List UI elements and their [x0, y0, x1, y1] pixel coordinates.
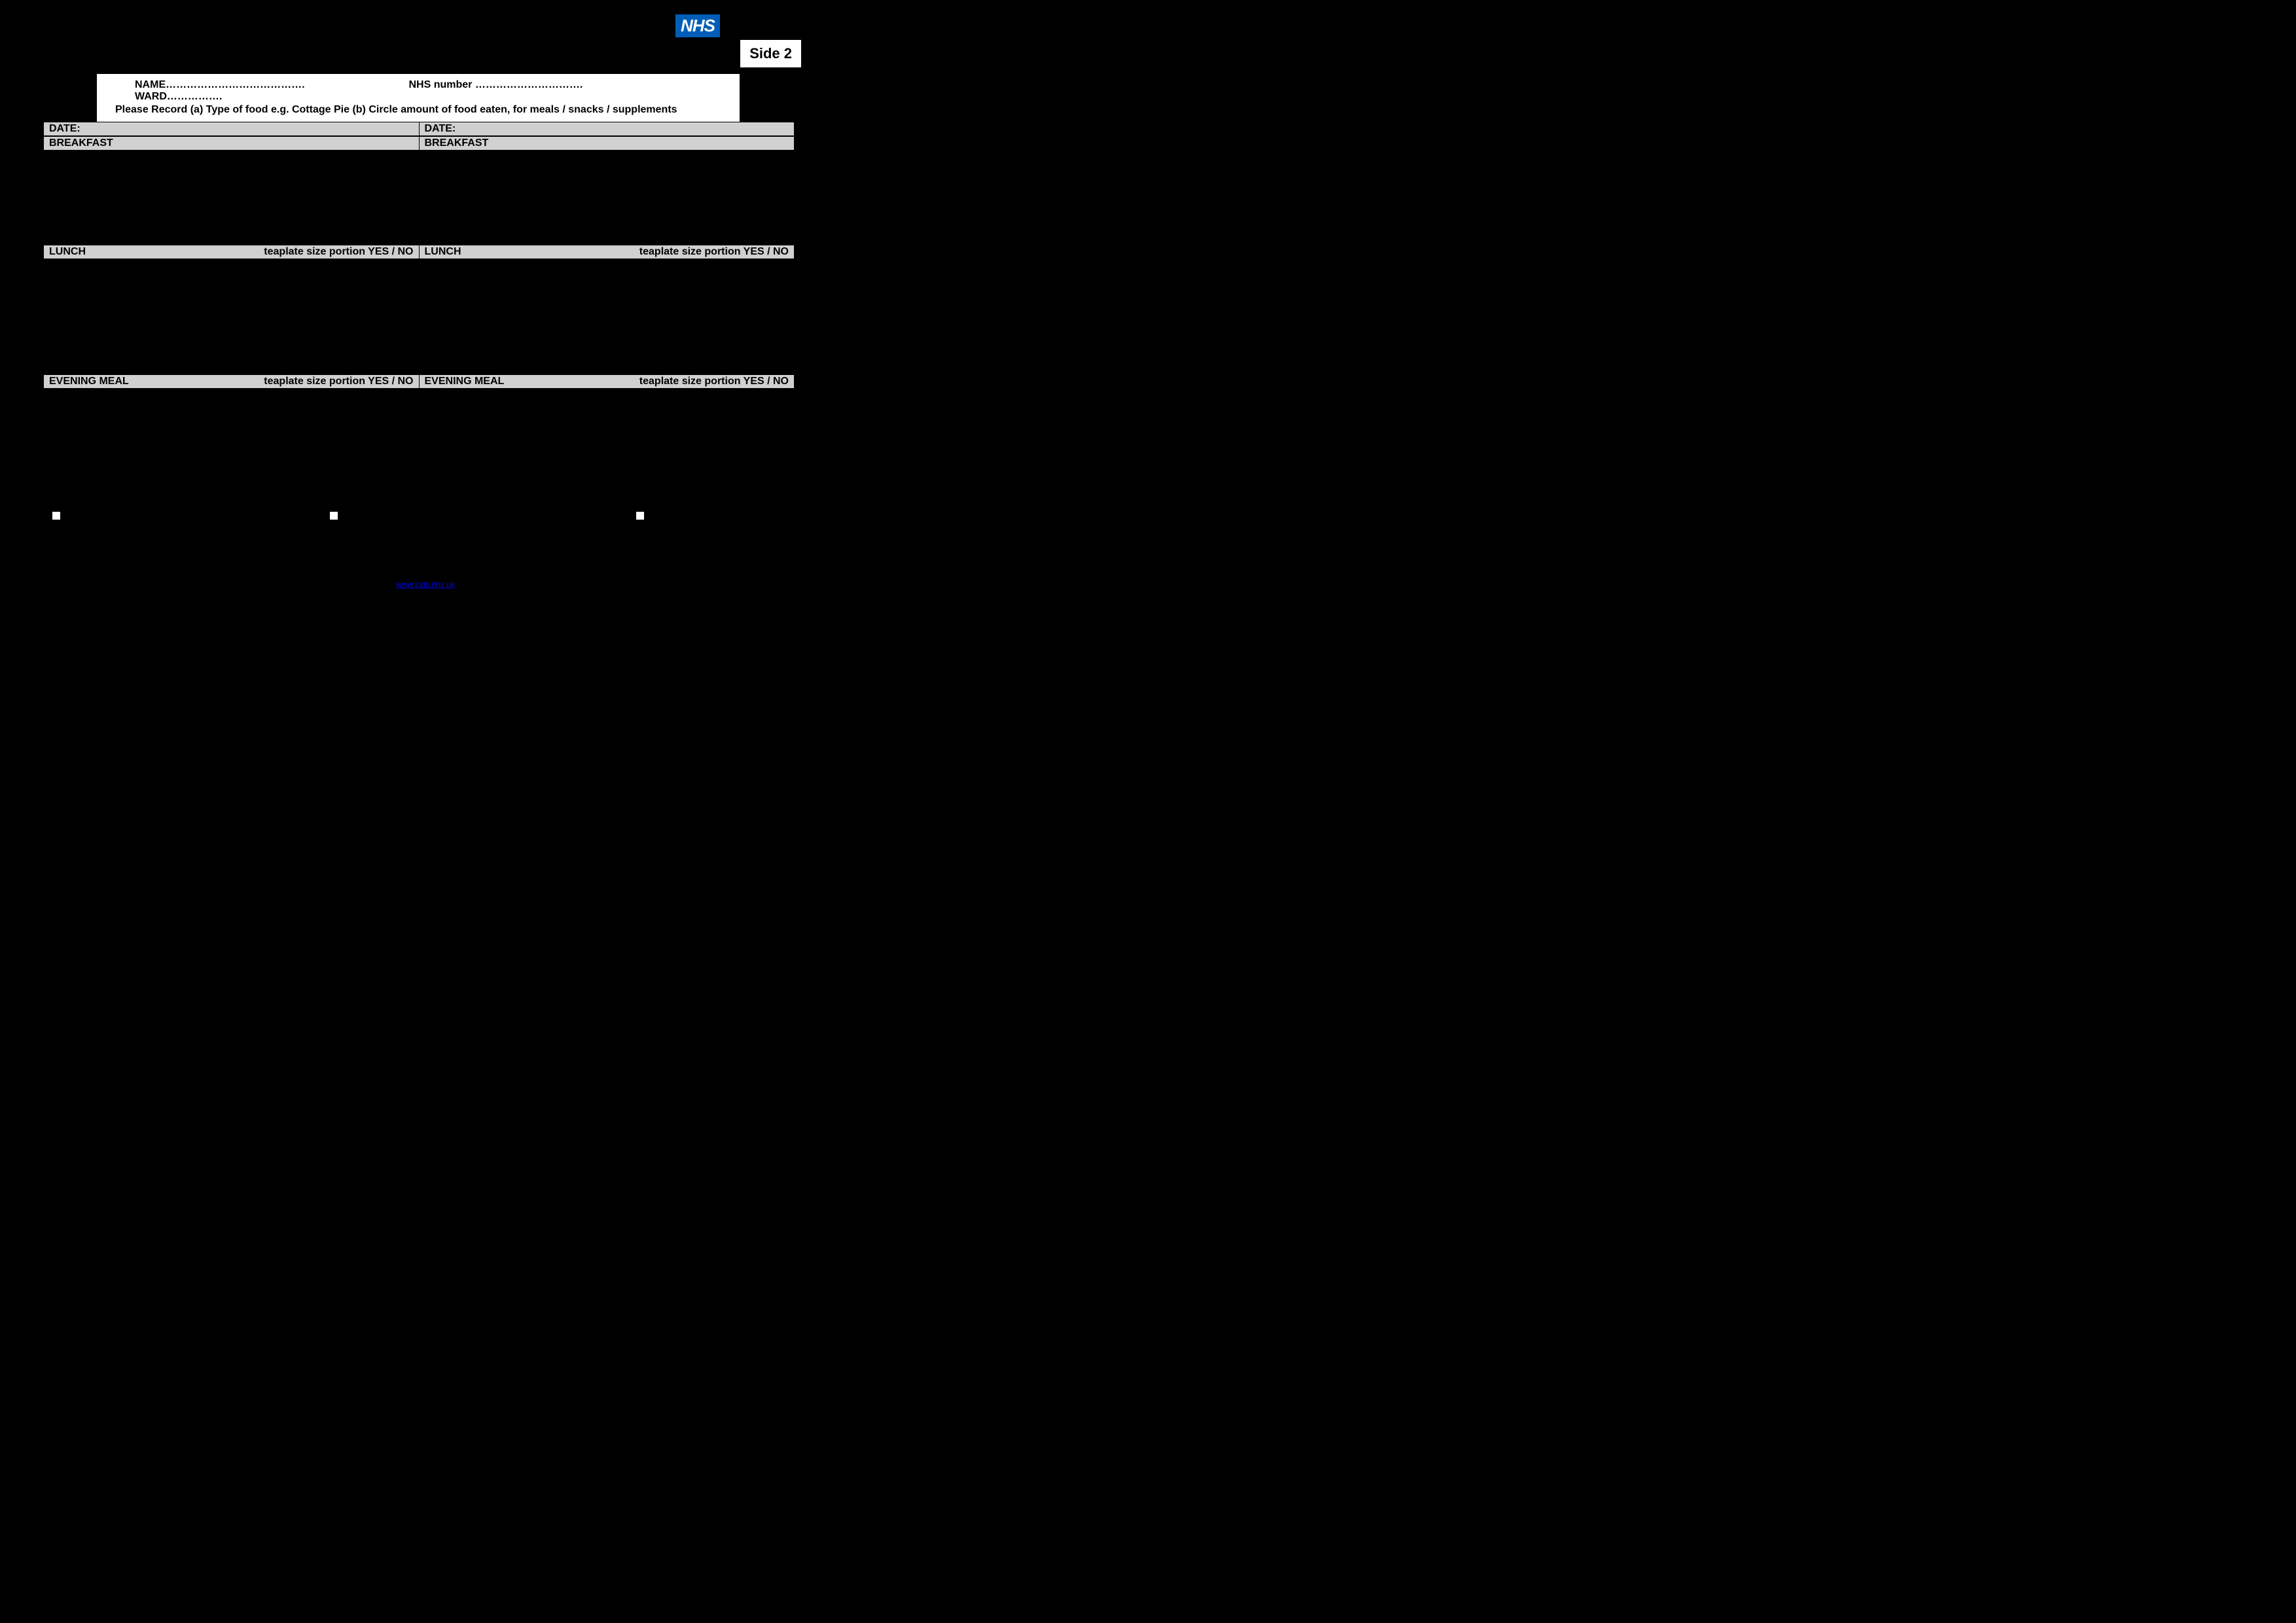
lunch-body-right	[420, 259, 795, 374]
footer-url[interactable]: www.lnds.nhs.uk	[396, 580, 454, 589]
lunch-portion-right: teaplate size portion YES / NO	[639, 246, 789, 258]
marker-square-2	[330, 512, 338, 520]
lunch-header-left: LUNCH teaplate size portion YES / NO	[44, 245, 419, 259]
breakfast-header-left: BREAKFAST	[44, 137, 419, 151]
marker-square-1	[52, 512, 60, 520]
evening-header-left: EVENING MEAL teaplate size portion YES /…	[44, 375, 419, 389]
date-label-right: DATE:	[425, 123, 456, 135]
food-chart-grid: DATE: DATE: BREAKFAST BREAKFAST LUNCH	[43, 122, 795, 389]
name-label: NAME………………………………….	[135, 79, 305, 90]
patient-header: NAME…………………………………. NHS number ……………………………	[97, 74, 740, 122]
breakfast-body-left	[44, 151, 419, 245]
breakfast-label-right: BREAKFAST	[425, 137, 489, 149]
nhs-logo: NHS	[675, 14, 720, 37]
lunch-body-left	[44, 259, 419, 374]
marker-square-3	[636, 512, 644, 520]
lunch-portion-left: teaplate size portion YES / NO	[264, 246, 413, 258]
lunch-header-right: LUNCH teaplate size portion YES / NO	[420, 245, 795, 259]
instructions-text: Please Record (a) Type of food e.g. Cott…	[109, 104, 728, 116]
evening-header-right: EVENING MEAL teaplate size portion YES /…	[420, 375, 795, 389]
date-header-left: DATE:	[44, 122, 419, 136]
lunch-label-left: LUNCH	[49, 246, 86, 258]
evening-label-right: EVENING MEAL	[425, 376, 505, 387]
breakfast-label-left: BREAKFAST	[49, 137, 113, 149]
date-label-left: DATE:	[49, 123, 81, 135]
breakfast-header-right: BREAKFAST	[420, 137, 795, 151]
evening-portion-left: teaplate size portion YES / NO	[264, 376, 413, 387]
evening-label-left: EVENING MEAL	[49, 376, 129, 387]
evening-portion-right: teaplate size portion YES / NO	[639, 376, 789, 387]
ward-label: WARD…………….	[135, 91, 222, 102]
lunch-label-right: LUNCH	[425, 246, 461, 258]
side-label: Side 2	[740, 39, 802, 68]
nhs-number-label: NHS number ………………………….	[408, 79, 583, 90]
footer-link: www.lnds.nhs.uk	[0, 580, 851, 589]
breakfast-body-right	[420, 151, 795, 245]
date-header-right: DATE:	[420, 122, 795, 136]
